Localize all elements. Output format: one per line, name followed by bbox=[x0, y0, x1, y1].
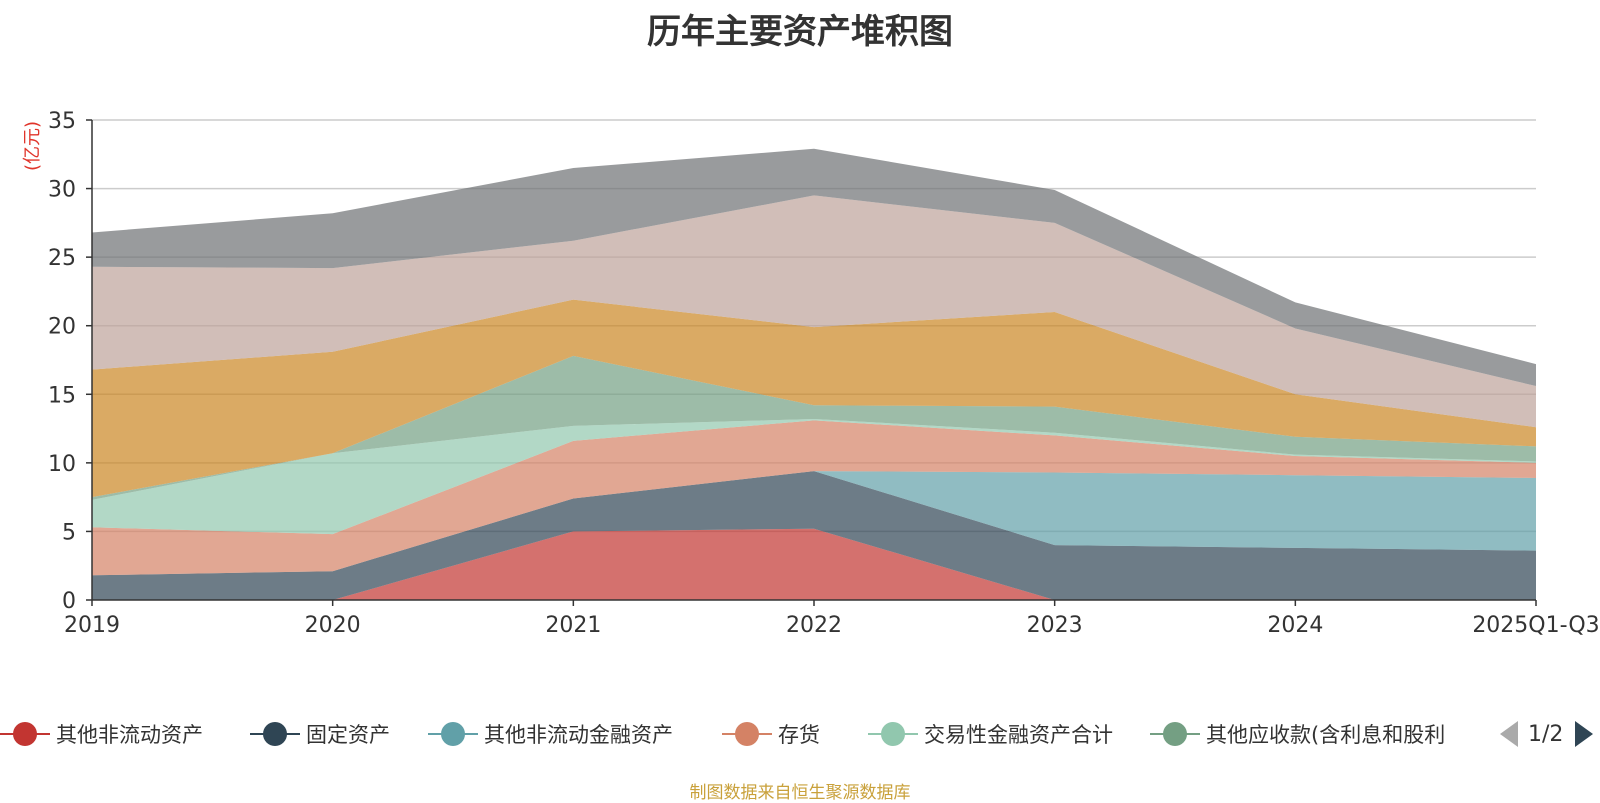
area-series-8[interactable] bbox=[92, 195, 1536, 428]
area-series-2[interactable] bbox=[92, 471, 1536, 600]
y-tick-label: 20 bbox=[48, 315, 76, 340]
legend-marker-icon bbox=[868, 722, 918, 746]
y-axis-unit-label: (亿元) bbox=[22, 121, 43, 171]
x-tick-label: 2019 bbox=[64, 613, 120, 638]
chart-title: 历年主要资产堆积图 bbox=[647, 12, 953, 52]
y-tick-label: 0 bbox=[62, 589, 76, 614]
x-tick-label: 2022 bbox=[786, 613, 842, 638]
legend-prev-page-icon[interactable] bbox=[1500, 721, 1518, 747]
x-tick-label: 2020 bbox=[305, 613, 361, 638]
legend-label: 其他非流动金融资产 bbox=[484, 723, 673, 747]
legend-label: 交易性金融资产合计 bbox=[924, 723, 1113, 747]
x-tick-label: 2021 bbox=[545, 613, 601, 638]
area-series-9[interactable] bbox=[92, 148, 1536, 387]
legend-label: 固定资产 bbox=[306, 723, 390, 747]
legend-marker-icon bbox=[0, 722, 50, 746]
area-series-5[interactable] bbox=[92, 418, 1536, 535]
data-source-note: 制图数据来自恒生聚源数据库 bbox=[689, 783, 911, 803]
x-tick-label: 2023 bbox=[1027, 613, 1083, 638]
legend-marker-icon bbox=[250, 722, 300, 746]
x-tick-label: 2025Q1-Q3 bbox=[1472, 613, 1599, 638]
area-series-4[interactable] bbox=[92, 420, 1536, 576]
y-tick-label: 35 bbox=[48, 109, 76, 134]
legend-label: 其他非流动资产 bbox=[56, 723, 203, 747]
y-tick-label: 15 bbox=[48, 383, 76, 408]
stacked-area-chart: 0 5 10 15 20 25 30 35 2019 2020 2021 2022 2023 2024 20… bbox=[22, 109, 1600, 638]
legend-marker-icon bbox=[722, 722, 772, 746]
legend-page-indicator: 1/2 bbox=[1528, 721, 1564, 747]
legend-item[interactable]: 交易性金融资产合计 bbox=[868, 716, 1113, 752]
legend-label: 存货 bbox=[778, 723, 820, 747]
legend-pager: 1/2 bbox=[1500, 716, 1594, 752]
y-tick-label: 10 bbox=[48, 452, 76, 477]
legend-marker-icon bbox=[1150, 722, 1200, 746]
legend-marker-icon bbox=[428, 722, 478, 746]
legend-item[interactable]: 固定资产 bbox=[250, 716, 390, 752]
legend-item[interactable]: 其他非流动金融资产 bbox=[428, 716, 673, 752]
y-tick-label: 5 bbox=[62, 520, 76, 545]
legend-item[interactable]: 其他应收款(含利息和股利 bbox=[1150, 716, 1445, 752]
legend: 其他非流动资产 固定资产 其他非流动金融资产 存货 交易性金融资产合计 其他应收款(含利息… bbox=[0, 716, 1600, 752]
y-tick-label: 30 bbox=[48, 178, 76, 203]
legend-next-page-icon[interactable] bbox=[1575, 721, 1594, 747]
x-tick-label: 2024 bbox=[1267, 613, 1323, 638]
legend-item[interactable]: 存货 bbox=[722, 716, 820, 752]
area-series-3[interactable] bbox=[92, 471, 1536, 576]
legend-item[interactable]: 其他非流动资产 bbox=[0, 716, 203, 752]
area-series-7[interactable] bbox=[92, 299, 1536, 498]
area-series-1[interactable] bbox=[92, 528, 1536, 600]
legend-label: 其他应收款(含利息和股利 bbox=[1206, 723, 1446, 747]
y-tick-label: 25 bbox=[48, 246, 76, 271]
